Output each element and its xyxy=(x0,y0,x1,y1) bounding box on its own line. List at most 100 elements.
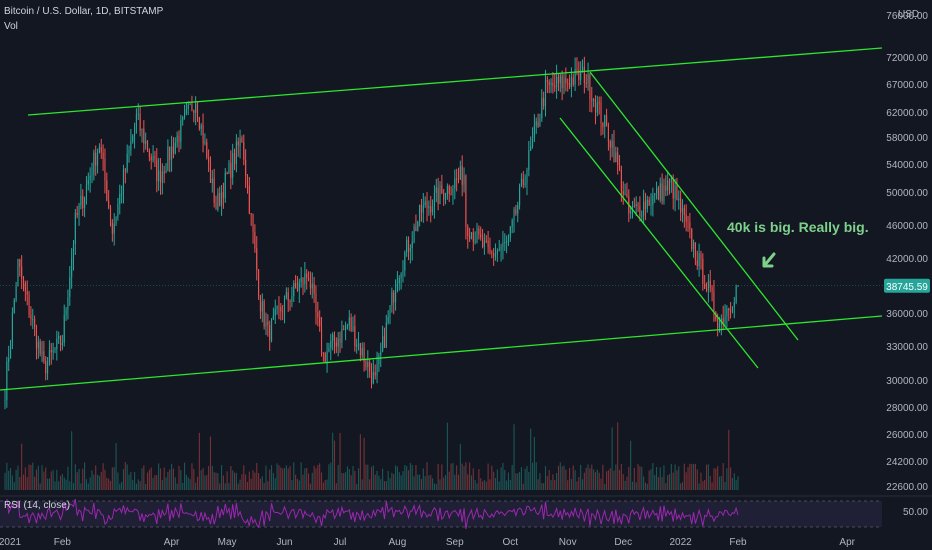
volume-bar xyxy=(396,466,398,490)
volume-bar xyxy=(374,474,376,490)
annotation-text: 40k is big. Really big. xyxy=(727,219,869,235)
candle-body xyxy=(4,399,6,401)
volume-bar xyxy=(467,474,469,490)
volume-bar xyxy=(650,469,652,490)
candle-body xyxy=(676,185,678,201)
candle-body xyxy=(535,121,537,126)
candle-body xyxy=(204,142,206,144)
volume-bar xyxy=(639,466,641,490)
candle-body xyxy=(400,273,402,278)
candle-body xyxy=(148,151,150,157)
volume-bar xyxy=(261,476,263,490)
volume-bar xyxy=(232,470,234,490)
volume-bar xyxy=(132,479,134,490)
volume-bar xyxy=(617,422,619,490)
volume-bar xyxy=(341,473,343,490)
candle-body xyxy=(644,201,647,209)
candle-body xyxy=(50,349,52,353)
volume-bar xyxy=(646,483,648,490)
candle-body xyxy=(72,243,75,258)
candle-body xyxy=(537,121,539,127)
candle-body xyxy=(47,361,49,374)
x-tick-label: Dec xyxy=(614,537,632,548)
candle-body xyxy=(713,291,715,312)
candle-body xyxy=(211,178,213,183)
volume-bar xyxy=(156,475,158,490)
candle-body xyxy=(624,194,626,196)
volume-bar xyxy=(226,471,228,490)
volume-bar xyxy=(557,465,560,490)
volume-bar xyxy=(661,477,663,490)
volume-bar xyxy=(380,479,382,490)
candle-body xyxy=(733,302,735,308)
candle-body xyxy=(85,184,87,198)
volume-bar xyxy=(606,471,608,490)
volume-bar xyxy=(215,472,217,490)
volume-bar xyxy=(84,462,86,490)
volume-bar xyxy=(657,477,659,490)
candle-body xyxy=(731,307,734,311)
candle-body xyxy=(222,192,224,198)
volume-bar xyxy=(685,472,687,490)
candle-body xyxy=(354,326,356,347)
volume-bar xyxy=(476,483,478,490)
candle-body xyxy=(248,185,250,214)
volume-bar xyxy=(443,477,445,490)
volume-bar xyxy=(713,468,715,490)
volume-bar xyxy=(728,429,730,490)
chart-header-symbol[interactable]: Bitcoin / U.S. Dollar, 1D, BITSTAMP xyxy=(4,6,164,17)
volume-bar xyxy=(76,472,78,490)
candle-body xyxy=(417,221,419,231)
volume-bar xyxy=(256,462,258,490)
candle-body xyxy=(171,146,173,160)
volume-bar xyxy=(293,462,295,490)
candle-body xyxy=(585,82,587,84)
volume-bar xyxy=(26,477,28,490)
candle-body xyxy=(598,102,600,104)
volume-bar xyxy=(161,479,163,490)
candle-body xyxy=(6,361,8,400)
candle-body xyxy=(221,192,223,206)
candle-body xyxy=(522,178,524,185)
volume-bar xyxy=(633,467,635,490)
volume-bar xyxy=(224,483,226,490)
volume-bar xyxy=(489,479,491,490)
candle-body xyxy=(402,270,404,274)
volume-bar xyxy=(665,483,667,490)
candle-body xyxy=(511,220,513,227)
volume-bar xyxy=(472,468,474,490)
volume-bar xyxy=(319,463,321,490)
volume-bar xyxy=(270,465,273,490)
candle-body xyxy=(117,204,119,218)
candle-body xyxy=(254,232,256,249)
candle-body xyxy=(700,253,702,259)
candle-body xyxy=(437,187,439,204)
volume-bar xyxy=(113,467,115,490)
candle-body xyxy=(548,82,550,86)
candle-body xyxy=(428,206,430,209)
candle-body xyxy=(409,248,411,252)
candle-body xyxy=(356,344,358,347)
volume-bar xyxy=(674,464,676,490)
candle-body xyxy=(654,193,656,195)
candle-body xyxy=(370,371,373,384)
volume-bar xyxy=(718,476,721,490)
currency-label[interactable]: USD xyxy=(898,9,920,20)
volume-bar xyxy=(409,462,411,490)
volume-bar xyxy=(302,474,304,490)
candle-body xyxy=(287,292,289,301)
volume-bar xyxy=(643,476,645,490)
volume-bar xyxy=(528,472,530,490)
volume-bar xyxy=(313,465,315,490)
candle-body xyxy=(567,82,569,84)
candle-body xyxy=(172,146,174,154)
candle-body xyxy=(67,296,69,310)
volume-bar xyxy=(382,468,384,490)
volume-bar xyxy=(387,470,389,490)
volume-bar xyxy=(252,470,254,490)
candle-body xyxy=(570,77,572,87)
volume-bar xyxy=(267,481,269,490)
candle-body xyxy=(233,153,236,164)
candle-body xyxy=(187,104,189,110)
